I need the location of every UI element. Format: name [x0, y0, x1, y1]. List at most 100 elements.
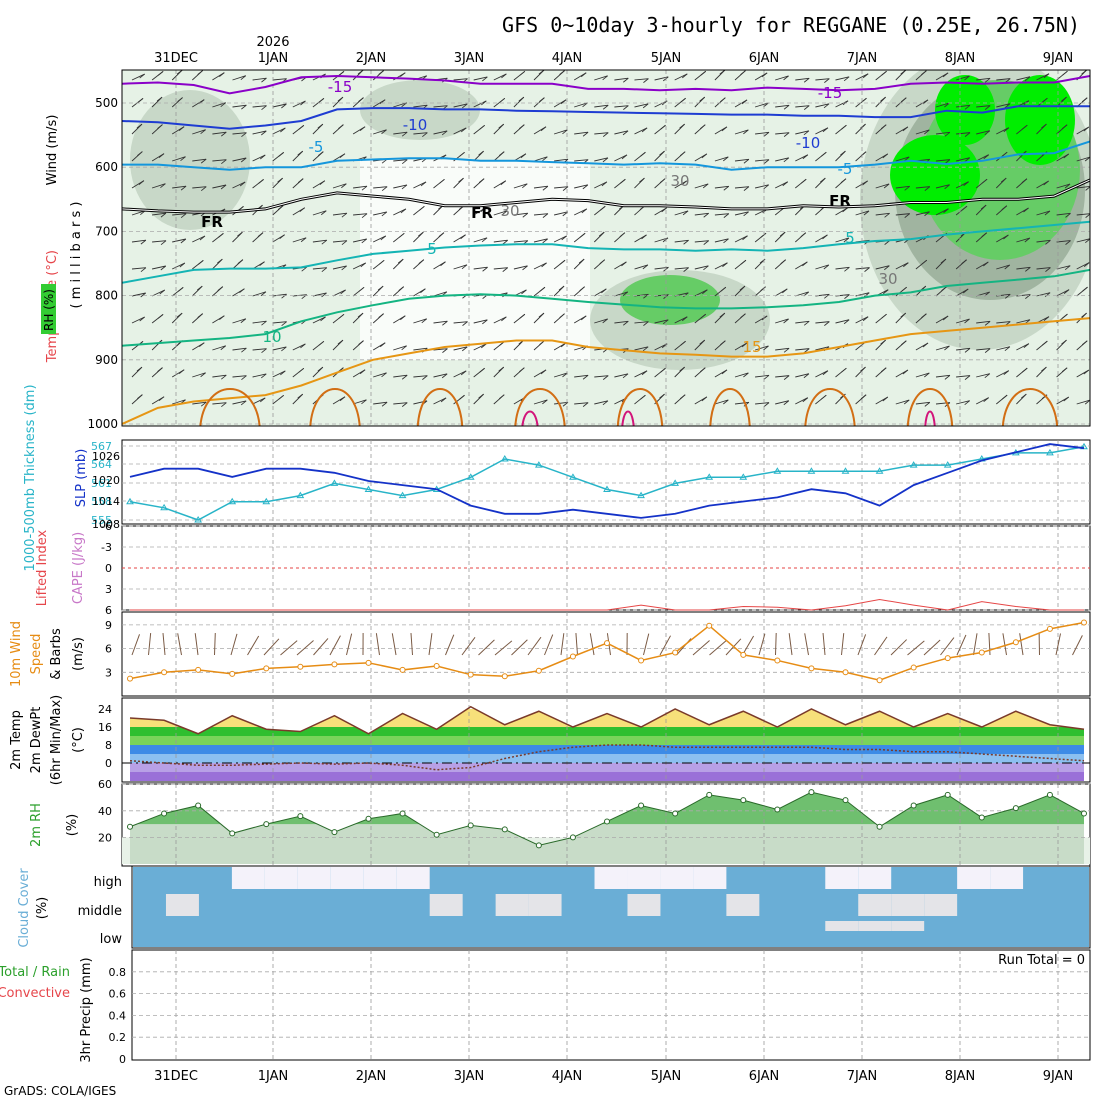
upper-wind-barb	[996, 103, 1011, 108]
upper-wind-barb-flag	[160, 265, 167, 271]
upper-wind-barb	[674, 267, 689, 270]
upper-wind-barb-flag	[301, 266, 307, 272]
upper-wind-barb-flag	[1083, 369, 1090, 375]
upper-wind-barb-flag	[921, 70, 927, 76]
surface-wind-barb	[296, 640, 314, 656]
upper-wind-barb-flag	[699, 96, 706, 102]
upper-wind-barb	[554, 158, 569, 162]
upper-wind-barb-flag	[1064, 265, 1071, 271]
upper-wind-barb	[312, 210, 327, 216]
upper-wind-barb-flag	[763, 159, 770, 164]
upper-wind-barb-flag	[481, 343, 487, 349]
upper-wind-barb-flag	[601, 288, 607, 294]
upper-wind-barb-flag	[200, 186, 207, 192]
upper-wind-barb-flag	[1065, 212, 1071, 218]
upper-wind-barb-flag	[237, 259, 244, 264]
upper-wind-barb-flag	[602, 132, 609, 138]
upper-wind-barb-flag	[924, 372, 930, 378]
cloud-cell-high	[363, 867, 397, 889]
upper-wind-barb	[714, 213, 729, 216]
upper-wind-barb-flag	[180, 185, 187, 191]
upper-wind-barb	[775, 347, 790, 351]
upper-wind-barb	[574, 102, 588, 108]
upper-wind-barb	[815, 321, 830, 324]
upper-wind-barb-flag	[442, 320, 448, 326]
surface-wind-barb	[560, 633, 565, 656]
rh-point	[876, 823, 883, 830]
upper-wind-barb-flag	[779, 231, 786, 237]
upper-wind-barb-flag	[579, 232, 586, 238]
upper-wind-barb-flag	[338, 71, 345, 76]
surface-wind-barb	[1072, 635, 1083, 656]
surface-wind-barb	[890, 639, 908, 656]
upper-wind-barb-flag	[502, 239, 508, 245]
upper-wind-barb	[332, 289, 346, 297]
upper-wind-barb	[453, 370, 467, 378]
upper-wind-barb-flag	[218, 233, 224, 238]
upper-wind-barb-flag	[783, 157, 790, 163]
contour-label--5: -5	[309, 138, 324, 156]
upper-wind-barb-flag	[220, 131, 227, 137]
upper-wind-barb	[714, 185, 729, 189]
upper-wind-barb	[312, 267, 327, 270]
upper-wind-barb-flag	[640, 151, 646, 157]
upper-wind-barb	[614, 320, 629, 324]
upper-wind-barb	[574, 131, 589, 135]
upper-wind-barb-flag	[1021, 178, 1028, 184]
upper-wind-barb-flag	[1043, 316, 1050, 321]
upper-wind-barb-flag	[821, 151, 827, 157]
cape-ylabel-right: CAPE (J/kg)	[71, 532, 86, 604]
upper-wind-barb	[754, 345, 769, 351]
rh-point	[535, 842, 542, 849]
upper-wind-barb-flag	[743, 211, 749, 217]
upper-wind-barb-flag	[863, 292, 870, 298]
upper-wind-barb	[855, 73, 869, 81]
thickness-point	[807, 467, 816, 474]
rh-point	[774, 806, 781, 813]
upper-wind-barb-flag	[377, 285, 384, 291]
precip-panel: 0.8 0.6 0.4 0.2 0	[109, 949, 1091, 1066]
upper-wind-barb	[935, 184, 950, 189]
upper-wind-barb	[353, 185, 368, 189]
upper-wind-barb-flag	[783, 347, 790, 353]
rh-point	[161, 810, 168, 817]
top-date-axis: 31DEC 1JAN 2JAN 3JAN 4JAN 5JAN 6JAN 7JAN 8JAN 9JA…	[154, 51, 1073, 66]
upper-wind-barb-flag	[502, 267, 509, 273]
upper-wind-barb	[192, 372, 206, 378]
upper-wind-barb-flag	[176, 70, 183, 75]
thickness-point	[296, 491, 305, 499]
top-date-7JAN: 7JAN	[847, 51, 878, 66]
upper-wind-barb-flag	[823, 103, 830, 109]
upper-wind-barb-flag	[880, 124, 887, 130]
precip-tick-0.6: 0.6	[109, 988, 127, 1001]
upper-wind-barb-flag	[903, 399, 910, 405]
thickness-point	[909, 461, 918, 468]
upper-wind-barb-flag	[140, 239, 147, 245]
upper-wind-barb-flag	[478, 393, 484, 399]
upper-wind-barb	[1076, 213, 1090, 216]
upper-wind-barb	[614, 105, 629, 108]
contour-label-FR: FR	[829, 192, 851, 210]
upper-wind-barb-flag	[197, 70, 203, 75]
cloud-cell-low	[858, 921, 892, 931]
thickness-point	[705, 473, 714, 480]
upper-wind-barb-flag	[700, 313, 706, 319]
upper-wind-barb-flag	[964, 75, 970, 81]
upper-wind-barb-flag	[298, 367, 305, 373]
pressure-tick-900: 900	[95, 353, 118, 367]
upper-wind-barb-flag	[702, 183, 709, 189]
wind-point	[195, 666, 202, 673]
upper-wind-barb-flag	[682, 210, 689, 216]
upper-wind-barb-flag	[198, 342, 205, 348]
upper-wind-barb	[172, 185, 187, 189]
upper-wind-barb-flag	[519, 313, 526, 319]
upper-wind-barb	[915, 186, 930, 189]
contour-25-arc-1	[621, 410, 635, 426]
contour-label--10: -10	[403, 116, 428, 134]
upper-wind-barb-flag	[620, 178, 626, 184]
top-date-1JAN: 1JAN	[258, 51, 289, 66]
upper-wind-barb-flag	[944, 374, 951, 380]
upper-wind-barb	[795, 130, 810, 135]
slp-ylabel-right: SLP (mb)	[74, 449, 89, 508]
upper-wind-barb	[775, 132, 790, 135]
